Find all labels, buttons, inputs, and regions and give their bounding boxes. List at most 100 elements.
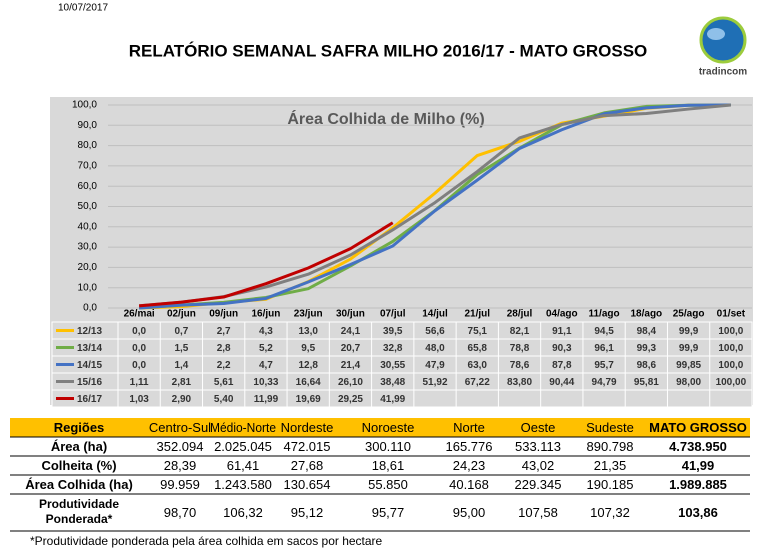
value-label: 11,99 — [254, 394, 279, 405]
value-label: 1,11 — [130, 377, 149, 388]
table-cell: 533.113 — [515, 439, 561, 454]
table-cell: 1.989.885 — [669, 477, 727, 492]
value-label: 100,00 — [716, 377, 747, 388]
table-cell: Área Colhida (ha) — [25, 477, 133, 492]
x-tick-label: 07/jul — [380, 309, 406, 320]
value-label: 87,8 — [552, 360, 572, 371]
value-label: 56,6 — [425, 326, 445, 337]
table-cell: 106,32 — [223, 505, 263, 520]
value-label: 10,33 — [253, 377, 278, 388]
value-label: 0,7 — [174, 326, 188, 337]
value-label: 94,5 — [594, 326, 614, 337]
y-tick-label: 100,0 — [72, 100, 97, 111]
table-cell: 190.185 — [587, 477, 634, 492]
series-line — [138, 221, 394, 308]
table-cell: Área (ha) — [51, 439, 107, 454]
y-tick-label: 0,0 — [83, 303, 97, 314]
value-label: 4,7 — [259, 360, 273, 371]
table-cell: Nordeste — [281, 420, 334, 435]
value-label: 19,69 — [296, 394, 321, 405]
legend-label: 13/14 — [77, 343, 102, 354]
x-tick-label: 02/jun — [167, 309, 196, 320]
table-cell: Produtividade — [39, 497, 119, 511]
logo-text: tradincom — [699, 67, 747, 78]
y-tick-label: 90,0 — [78, 120, 98, 131]
x-tick-label: 21/jul — [464, 309, 490, 320]
series-line — [139, 103, 731, 310]
value-label: 100,0 — [718, 343, 743, 354]
table-cell: 472.015 — [284, 439, 331, 454]
table-cell: 352.094 — [157, 439, 204, 454]
value-label: 32,8 — [383, 343, 403, 354]
table-cell: 107,32 — [590, 505, 630, 520]
value-label: 1,03 — [129, 394, 149, 405]
x-tick-label: 11/ago — [588, 309, 619, 320]
y-tick-label: 60,0 — [78, 181, 98, 192]
chart-title: Área Colhida de Milho (%) — [287, 109, 484, 128]
x-tick-label: 28/jul — [507, 309, 533, 320]
table-cell: Regiões — [54, 420, 105, 435]
table-cell: 27,68 — [291, 458, 324, 473]
value-label: 82,1 — [510, 326, 530, 337]
value-label: 1,5 — [174, 343, 188, 354]
value-label: 2,90 — [172, 394, 192, 405]
table-cell: Centro-Sul — [149, 420, 211, 435]
value-label: 100,0 — [718, 326, 743, 337]
table-cell: Noroeste — [362, 420, 415, 435]
value-label: 98,4 — [637, 326, 657, 337]
value-label: 83,80 — [507, 377, 532, 388]
y-tick-label: 40,0 — [78, 221, 98, 232]
value-label: 94,79 — [592, 377, 617, 388]
table-cell: 300.110 — [365, 439, 411, 454]
legend-label: 16/17 — [77, 394, 102, 405]
table-cell: Oeste — [521, 420, 556, 435]
x-tick-label: 25/ago — [673, 309, 705, 320]
x-tick-label: 04/ago — [546, 309, 578, 320]
table-cell: 165.776 — [446, 439, 493, 454]
value-label: 48,0 — [425, 343, 445, 354]
table-cell: 61,41 — [227, 458, 260, 473]
value-label: 0,0 — [132, 343, 146, 354]
value-label: 41,99 — [380, 394, 405, 405]
table-cell: 229.345 — [515, 477, 562, 492]
value-label: 100,0 — [718, 360, 743, 371]
value-label: 21,4 — [341, 360, 361, 371]
value-label: 4,3 — [259, 326, 273, 337]
value-label: 95,7 — [594, 360, 614, 371]
value-label: 24,1 — [341, 326, 361, 337]
x-tick-label: 16/jun — [251, 309, 280, 320]
value-label: 99,9 — [679, 343, 699, 354]
value-label: 30,55 — [380, 360, 405, 371]
table-row — [51, 389, 753, 408]
value-label: 5,2 — [259, 343, 273, 354]
value-label: 90,3 — [552, 343, 572, 354]
table-cell: 18,61 — [372, 458, 405, 473]
legend-label: 12/13 — [77, 326, 102, 337]
table-cell: 890.798 — [587, 439, 634, 454]
value-label: 13,0 — [298, 326, 318, 337]
table-cell: 99.959 — [160, 477, 200, 492]
table-cell: 55.850 — [368, 477, 408, 492]
value-label: 99,9 — [679, 326, 699, 337]
table-cell: 24,23 — [453, 458, 486, 473]
x-tick-label: 14/jul — [422, 309, 448, 320]
value-label: 5,40 — [214, 394, 234, 405]
value-label: 2,7 — [217, 326, 231, 337]
value-label: 1,4 — [174, 360, 188, 371]
value-label: 95,81 — [634, 377, 659, 388]
value-label: 91,1 — [552, 326, 572, 337]
table-cell: 1.243.580 — [214, 477, 272, 492]
table-cell: 41,99 — [682, 458, 715, 473]
table-cell: Médio-Norte — [210, 420, 276, 435]
table-cell: Norte — [453, 420, 485, 435]
value-label: 90,44 — [549, 377, 574, 388]
value-label: 78,6 — [510, 360, 530, 371]
table-cell: 130.654 — [284, 477, 331, 492]
x-tick-label: 18/ago — [630, 309, 662, 320]
table-cell: 2.025.045 — [214, 439, 272, 454]
footnote: *Produtividade ponderada pela área colhi… — [30, 534, 383, 548]
value-label: 99,85 — [676, 360, 701, 371]
value-label: 98,6 — [637, 360, 657, 371]
